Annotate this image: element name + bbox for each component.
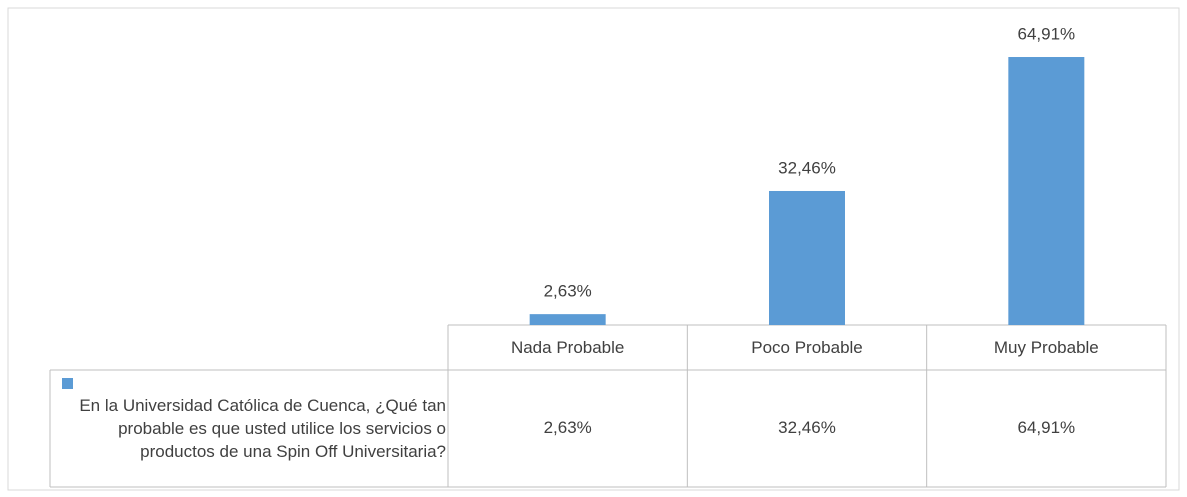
x-tick-label: Nada Probable [511, 338, 624, 357]
legend-key [62, 378, 73, 389]
data-label: 2,63% [544, 282, 592, 301]
x-tick-label: Muy Probable [994, 338, 1099, 357]
bar [529, 314, 606, 325]
table-value: 32,46% [778, 418, 836, 437]
table-value: 64,91% [1017, 418, 1075, 437]
legend: En la Universidad Católica de Cuenca, ¿Q… [58, 372, 446, 484]
table-value: 2,63% [544, 418, 592, 437]
bar [1008, 57, 1085, 325]
x-tick-label: Poco Probable [751, 338, 863, 357]
data-label: 32,46% [778, 158, 836, 177]
legend-label: En la Universidad Católica de Cuenca, ¿Q… [79, 395, 446, 461]
bar [769, 190, 845, 325]
chart-border [7, 7, 1180, 491]
data-label: 64,91% [1017, 24, 1075, 43]
